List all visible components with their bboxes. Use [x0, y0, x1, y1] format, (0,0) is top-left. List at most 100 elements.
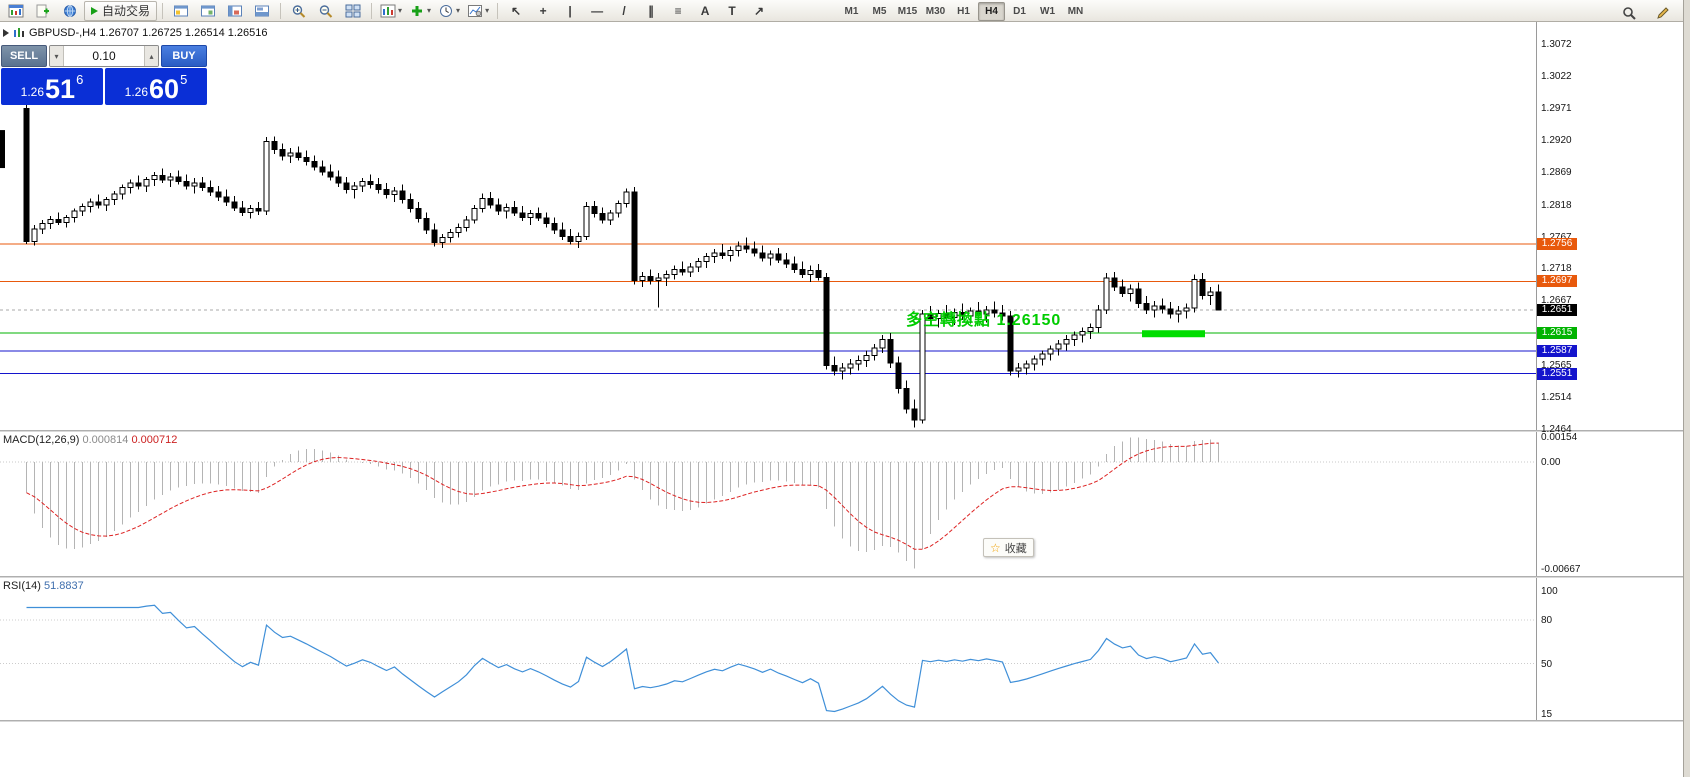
- arrows-tool[interactable]: ↗: [754, 3, 765, 18]
- zoom-out-glyph: [319, 4, 333, 18]
- buy-price-pipette: 5: [180, 72, 188, 87]
- text-label-tool[interactable]: T: [728, 3, 736, 18]
- fibonacci-tool[interactable]: ≡: [674, 3, 682, 18]
- buy-price-main: 60: [149, 74, 180, 104]
- zoom-out-icon[interactable]: [313, 1, 339, 21]
- sell-button[interactable]: SELL: [1, 45, 47, 67]
- panel-separator[interactable]: [0, 576, 1684, 578]
- search-icon[interactable]: [1616, 3, 1642, 23]
- search-glyph: [1623, 7, 1636, 20]
- macd-name: MACD(12,26,9): [3, 434, 80, 446]
- drawing-tools-group: ↖ + | — / ∥ ≡ A T ↗: [503, 1, 772, 21]
- new-order-icon[interactable]: [30, 1, 56, 21]
- text-tool[interactable]: A: [700, 3, 710, 18]
- dropdown-caret-icon: ▾: [456, 6, 461, 15]
- new-order-glyph: [36, 4, 49, 17]
- tile-windows-icon[interactable]: [340, 1, 366, 21]
- lot-size-value[interactable]: 0.10: [92, 49, 116, 63]
- community-icon[interactable]: [57, 1, 83, 21]
- vertical-line-tool[interactable]: |: [568, 3, 572, 18]
- zoom-in-icon[interactable]: [286, 1, 312, 21]
- window-edge-strip: [1683, 0, 1690, 777]
- lot-increase-button[interactable]: ▴: [144, 46, 158, 66]
- star-icon: ☆: [990, 540, 1001, 555]
- chart-canvas[interactable]: [0, 22, 1690, 777]
- panel-toggle-icon[interactable]: [3, 29, 9, 37]
- chart-symbol-icon: [14, 28, 24, 37]
- chart-window-glyph: [8, 4, 24, 17]
- zoom-in-glyph: [292, 4, 306, 18]
- market-watch-icon[interactable]: [168, 1, 194, 21]
- timeframe-button-m1[interactable]: M1: [844, 6, 859, 17]
- sell-price-pipette: 6: [76, 72, 84, 87]
- favorite-label: 收藏: [1004, 542, 1027, 555]
- data-window-icon[interactable]: [195, 1, 221, 21]
- rsi-value: 51.8837: [43, 580, 84, 592]
- timeframe-button-m5[interactable]: M5: [872, 6, 887, 17]
- dropdown-caret-icon: ▾: [485, 6, 490, 15]
- window-glyph: [174, 5, 189, 16]
- buy-button[interactable]: BUY: [161, 45, 207, 67]
- macd-header: MACD(12,26,9) 0.000814 0.000712: [3, 434, 177, 446]
- sell-price-display[interactable]: 1.26 51 6: [1, 68, 103, 105]
- indicators-icon: [412, 5, 423, 16]
- terminal-icon[interactable]: [249, 1, 275, 21]
- lot-size-control: ▾ 0.10 ▴: [49, 45, 159, 67]
- cursor-tool[interactable]: ↖: [511, 3, 522, 18]
- globe-glyph: [64, 4, 76, 17]
- dropdown-caret-icon: ▾: [398, 6, 403, 15]
- symbol-ohlc-text: GBPUSD-,H4 1.26707 1.26725 1.26514 1.265…: [29, 27, 268, 39]
- sell-price-main: 51: [45, 74, 76, 104]
- edit-icon[interactable]: [1650, 3, 1676, 23]
- trendline-tool[interactable]: /: [622, 3, 626, 18]
- new-chart-button[interactable]: ▾: [377, 1, 405, 21]
- toolbar-separator: [371, 2, 373, 19]
- navigator-icon[interactable]: [222, 1, 248, 21]
- price-axis-border: [1536, 22, 1537, 720]
- autotrading-label: 自动交易: [102, 4, 151, 18]
- chart-window-icon[interactable]: [3, 1, 29, 21]
- rsi-name: RSI(14): [3, 580, 41, 592]
- crosshair-tool[interactable]: +: [539, 3, 547, 18]
- rsi-header: RSI(14) 51.8837: [3, 580, 84, 592]
- timeframe-button-m15[interactable]: M15: [897, 6, 918, 17]
- timeframe-button-mn[interactable]: MN: [1067, 6, 1084, 17]
- timeframe-button-d1[interactable]: D1: [1013, 6, 1026, 17]
- sell-price-prefix: 1.26: [20, 85, 45, 99]
- buy-price-display[interactable]: 1.26 60 5: [105, 68, 207, 105]
- window-glyph: [228, 5, 243, 16]
- toolbar-separator: [497, 2, 499, 19]
- toolbar-right-group: [1616, 3, 1676, 23]
- timeframe-group: M1 M5 M15 M30 H1 H4 D1 W1 MN: [838, 2, 1089, 21]
- equidistant-channel-tool[interactable]: ∥: [648, 3, 655, 18]
- favorite-button[interactable]: ☆ 收藏: [983, 538, 1034, 557]
- chart-annotation-text: 多空轉換點 1.26150: [906, 312, 1062, 329]
- toolbar-separator: [280, 2, 282, 19]
- window-glyph: [201, 5, 216, 16]
- templates-button[interactable]: ▾: [464, 1, 492, 21]
- buy-price-prefix: 1.26: [124, 85, 149, 99]
- tile-glyph: [345, 4, 361, 17]
- timeframe-button-w1[interactable]: W1: [1040, 6, 1055, 17]
- macd-signal-value: 0.000712: [131, 434, 178, 446]
- autotrading-button[interactable]: 自动交易: [84, 0, 158, 21]
- main-toolbar: 自动交易 ▾ ▾ ▾ ▾ ↖ + | — / ∥ ≡ A T ↗ M1 M5 M15 M30 H1 H4 D: [0, 0, 1690, 22]
- window-glyph: [255, 5, 270, 16]
- dropdown-caret-icon: ▾: [427, 6, 432, 15]
- symbol-info: GBPUSD-,H4 1.26707 1.26725 1.26514 1.265…: [3, 27, 268, 39]
- timeframe-button-m30[interactable]: M30: [925, 6, 946, 17]
- indicators-button[interactable]: ▾: [406, 1, 434, 21]
- pencil-glyph: [1657, 7, 1669, 19]
- toolbar-separator: [162, 2, 164, 19]
- panel-separator[interactable]: [0, 430, 1684, 432]
- clock-icon: [440, 4, 453, 17]
- template-icon: [468, 4, 483, 17]
- periods-button[interactable]: ▾: [435, 1, 463, 21]
- horizontal-line-tool[interactable]: —: [591, 3, 604, 18]
- timeframe-button-h1[interactable]: H1: [957, 6, 970, 17]
- new-chart-icon: [380, 4, 396, 17]
- macd-main-value: 0.000814: [82, 434, 129, 446]
- panel-separator[interactable]: [0, 720, 1684, 722]
- timeframe-button-h4[interactable]: H4: [978, 2, 1005, 21]
- lot-decrease-button[interactable]: ▾: [50, 46, 64, 66]
